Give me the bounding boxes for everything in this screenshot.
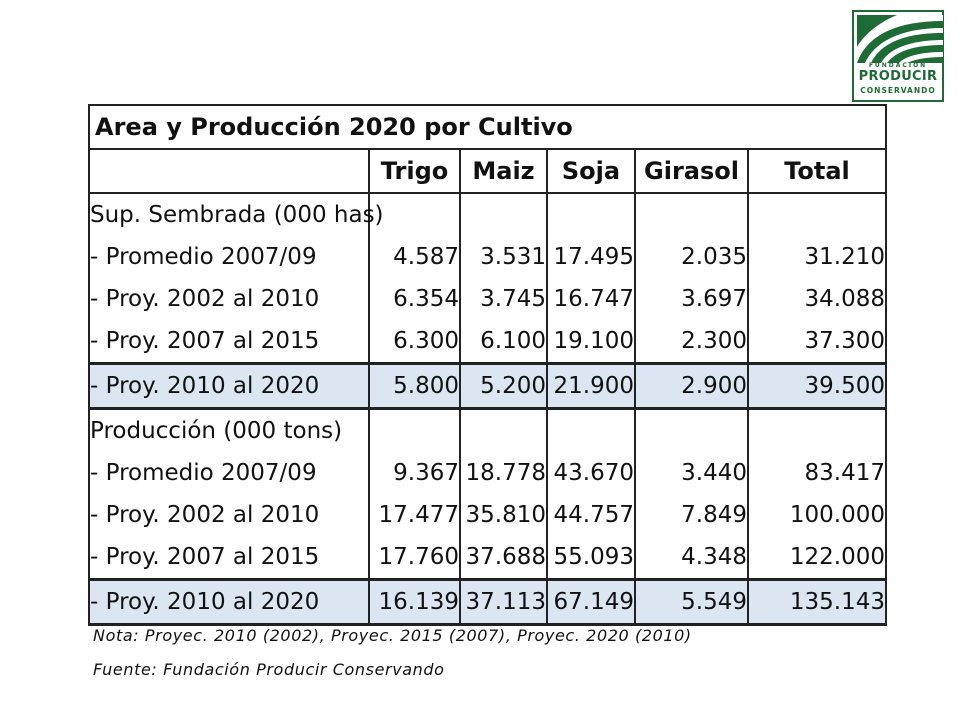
column-header-girasol: Girasol: [634, 149, 749, 194]
logo-line-1: FUNDACION: [868, 62, 928, 69]
row-label: - Proy. 2002 al 2010: [88, 494, 370, 536]
source-text: Fuente: Fundación Producir Conservando: [93, 660, 445, 679]
column-header-total: Total: [746, 149, 888, 194]
value-cell: 3.440: [634, 452, 749, 494]
empty-cell: [368, 193, 461, 236]
table-title-row: Area y Producción 2020 por Cultivo: [87, 104, 888, 150]
empty-cell: [634, 193, 749, 236]
value-cell: 39.500: [746, 362, 888, 410]
section-heading-row: Producción (000 tons): [88, 408, 888, 452]
value-cell: 19.100: [546, 320, 636, 364]
row-label: - Proy. 2010 al 2020: [88, 578, 370, 626]
value-cell: 16.139: [368, 578, 461, 626]
value-cell: 6.354: [368, 278, 461, 320]
row-label: - Proy. 2007 al 2015: [88, 320, 370, 364]
field-rows-icon: [857, 15, 943, 63]
empty-cell: [459, 408, 548, 452]
section-heading: Producción (000 tons): [88, 408, 370, 452]
value-cell: 31.210: [746, 236, 888, 278]
empty-cell: [546, 408, 636, 452]
section-heading: Sup. Sembrada (000 has): [88, 193, 384, 236]
table-title: Area y Producción 2020 por Cultivo: [87, 104, 888, 150]
value-cell: 34.088: [746, 278, 888, 320]
highlighted-table-row: - Proy. 2010 al 2020 5.800 5.200 21.900 2.90…: [88, 362, 888, 410]
value-cell: 17.495: [546, 236, 636, 278]
empty-cell: [546, 193, 636, 236]
empty-cell: [746, 408, 888, 452]
column-header-soja: Soja: [546, 149, 636, 194]
value-cell: 135.143: [746, 578, 888, 626]
value-cell: 2.300: [634, 320, 749, 364]
row-label: - Promedio 2007/09: [88, 452, 370, 494]
value-cell: 17.760: [368, 536, 461, 580]
row-label: - Proy. 2010 al 2020: [88, 362, 370, 410]
section-heading-row: Sup. Sembrada (000 has): [88, 193, 888, 236]
table-row: - Proy. 2007 al 2015 6.300 6.100 19.100 2.30…: [88, 320, 888, 364]
value-cell: 2.900: [634, 362, 749, 410]
table-row: - Proy. 2002 al 2010 17.477 35.810 44.757 7.…: [88, 494, 888, 536]
value-cell: 83.417: [746, 452, 888, 494]
value-cell: 6.300: [368, 320, 461, 364]
note-text: Nota: Proyec. 2010 (2002), Proyec. 2015 …: [93, 626, 692, 645]
value-cell: 18.778: [459, 452, 548, 494]
value-cell: 5.549: [634, 578, 749, 626]
empty-cell: [634, 408, 749, 452]
value-cell: 3.697: [634, 278, 749, 320]
value-cell: 21.900: [546, 362, 636, 410]
empty-cell: [368, 408, 461, 452]
row-label: - Proy. 2007 al 2015: [88, 536, 370, 580]
value-cell: 9.367: [368, 452, 461, 494]
crop-area-production-table: Area y Producción 2020 por Cultivo Trigo…: [87, 104, 888, 626]
value-cell: 2.035: [634, 236, 749, 278]
value-cell: 67.149: [546, 578, 636, 626]
value-cell: 44.757: [546, 494, 636, 536]
empty-cell: [746, 193, 888, 236]
value-cell: 3.745: [459, 278, 548, 320]
table-row: - Promedio 2007/09 4.587 3.531 17.495 2.035 3…: [88, 236, 888, 278]
table-row: - Promedio 2007/09 9.367 18.778 43.670 3.440…: [88, 452, 888, 494]
value-cell: 37.300: [746, 320, 888, 364]
value-cell: 37.688: [459, 536, 548, 580]
fundacion-producir-logo: FUNDACION PRODUCIR CONSERVANDO: [852, 10, 944, 102]
value-cell: 4.587: [368, 236, 461, 278]
logo-line-3: CONSERVANDO: [860, 86, 936, 95]
value-cell: 43.670: [546, 452, 636, 494]
header-empty-cell: [88, 149, 370, 194]
value-cell: 122.000: [746, 536, 888, 580]
value-cell: 7.849: [634, 494, 749, 536]
value-cell: 5.800: [368, 362, 461, 410]
value-cell: 55.093: [546, 536, 636, 580]
column-header-maiz: Maiz: [459, 149, 548, 194]
value-cell: 3.531: [459, 236, 548, 278]
table-row: - Proy. 2002 al 2010 6.354 3.745 16.747 3.69…: [88, 278, 888, 320]
table-row: - Proy. 2007 al 2015 17.760 37.688 55.093 4.…: [88, 536, 888, 580]
value-cell: 16.747: [546, 278, 636, 320]
value-cell: 17.477: [368, 494, 461, 536]
logo-line-2: PRODUCIR: [858, 69, 938, 84]
value-cell: 100.000: [746, 494, 888, 536]
value-cell: 6.100: [459, 320, 548, 364]
value-cell: 37.113: [459, 578, 548, 626]
empty-cell: [459, 193, 548, 236]
row-label: - Promedio 2007/09: [88, 236, 370, 278]
column-header-trigo: Trigo: [368, 149, 461, 194]
table-header-row: Trigo Maiz Soja Girasol Total: [88, 149, 888, 194]
value-cell: 4.348: [634, 536, 749, 580]
value-cell: 5.200: [459, 362, 548, 410]
value-cell: 35.810: [459, 494, 548, 536]
row-label: - Proy. 2002 al 2010: [88, 278, 370, 320]
table-body: Sup. Sembrada (000 has) - Promedio 2007/…: [88, 193, 888, 626]
highlighted-table-row: - Proy. 2010 al 2020 16.139 37.113 67.149 5.…: [88, 578, 888, 626]
